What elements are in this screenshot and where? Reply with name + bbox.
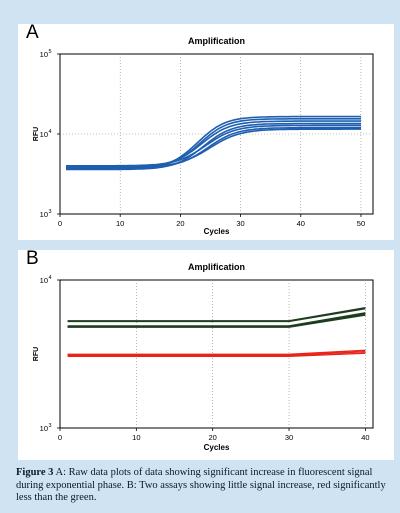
x-tick-label: 30 bbox=[285, 433, 293, 442]
amplification-trace-8 bbox=[67, 351, 366, 357]
y-tick-exponent: 3 bbox=[49, 209, 52, 215]
figure: A Amplification 0 10 20 30 40 50 10 3 10 4 10 5 Cycle… bbox=[6, 6, 394, 507]
y-tick-label: 10 bbox=[40, 210, 48, 219]
y-tick-label: 10 bbox=[40, 50, 48, 59]
panel-label-a: A bbox=[26, 22, 39, 43]
y-tick-base: 10 bbox=[40, 130, 48, 139]
y-tick-exponent: 5 bbox=[49, 49, 52, 55]
x-axis-label: Cycles bbox=[204, 443, 230, 452]
panel-a: A Amplification 0 10 20 30 40 50 10 3 10 4 10 5 Cycle… bbox=[18, 22, 394, 240]
chart-title: Amplification bbox=[188, 262, 245, 272]
x-axis-label: Cycles bbox=[204, 227, 230, 236]
x-tick-label: 30 bbox=[236, 219, 244, 228]
y-tick-base: 10 bbox=[40, 424, 48, 433]
y-axis-label: RFU bbox=[33, 127, 40, 141]
amplification-trace-7 bbox=[67, 352, 366, 358]
amplification-trace-2 bbox=[67, 308, 366, 323]
y-tick-exponent: 4 bbox=[49, 275, 52, 281]
y-axis-label: RFU bbox=[33, 347, 40, 361]
caption-text: A: Raw data plots of data showing signif… bbox=[16, 467, 386, 503]
y-tick-base: 10 bbox=[40, 276, 48, 285]
y-tick-label: 10 bbox=[40, 424, 48, 433]
x-tick-label: 20 bbox=[209, 433, 217, 442]
amplification-trace-6 bbox=[67, 349, 366, 356]
y-tick-label: 10 bbox=[40, 130, 48, 139]
x-tick-label: 50 bbox=[357, 219, 365, 228]
x-tick-label: 10 bbox=[132, 433, 140, 442]
x-tick-label: 10 bbox=[116, 219, 124, 228]
y-tick-base: 10 bbox=[40, 50, 48, 59]
x-tick-label: 40 bbox=[361, 433, 369, 442]
amplification-curve-4 bbox=[66, 122, 361, 171]
amplification-curve-7 bbox=[66, 128, 361, 168]
y-tick-label: 10 bbox=[40, 276, 48, 285]
x-tick-label: 40 bbox=[297, 219, 305, 228]
amplification-curve-5 bbox=[66, 124, 361, 167]
panel-label-b: B bbox=[26, 248, 39, 269]
series-group bbox=[66, 115, 361, 171]
amplification-trace-4 bbox=[67, 314, 366, 328]
amplification-trace-5 bbox=[67, 313, 366, 328]
amplification-curve-6 bbox=[66, 126, 361, 169]
panel-b: B Amplification 0 10 20 30 40 10 3 10 4 Cycles RFU bbox=[18, 248, 394, 460]
x-tick-label: 0 bbox=[58, 433, 62, 442]
y-tick-base: 10 bbox=[40, 210, 48, 219]
x-tick-label: 0 bbox=[58, 219, 62, 228]
figure-caption: Figure 3 A: Raw data plots of data showi… bbox=[16, 467, 390, 505]
figure-label: Figure 3 bbox=[16, 467, 54, 478]
series-group bbox=[67, 307, 366, 358]
y-tick-exponent: 3 bbox=[49, 423, 52, 429]
chart-title: Amplification bbox=[188, 36, 245, 46]
y-tick-exponent: 4 bbox=[49, 129, 52, 135]
x-tick-label: 20 bbox=[176, 219, 184, 228]
